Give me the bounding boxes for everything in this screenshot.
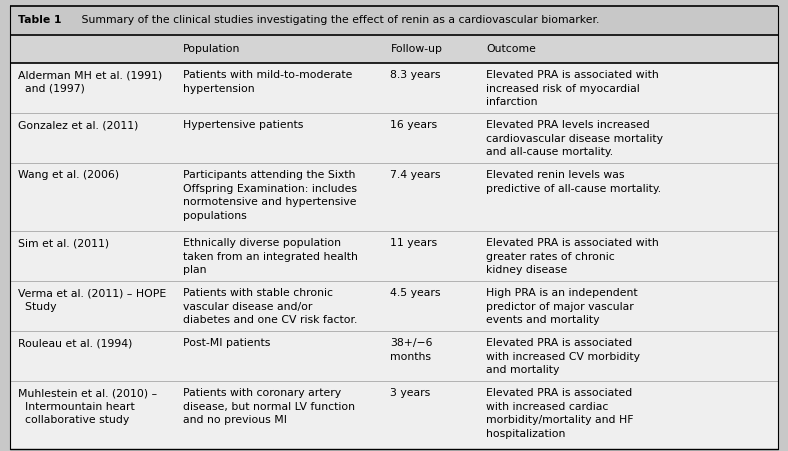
Text: Summary of the clinical studies investigating the effect of renin as a cardiovas: Summary of the clinical studies investig… [71, 15, 600, 25]
Text: Table 1: Table 1 [18, 15, 61, 25]
Bar [10, 6, 778, 34]
Text: 7.4 years: 7.4 years [391, 170, 441, 180]
Text: Post-MI patients: Post-MI patients [183, 338, 270, 348]
Text: Elevated PRA is associated
with increased CV morbidity
and mortality: Elevated PRA is associated with increase… [486, 338, 641, 375]
Text: Outcome: Outcome [486, 44, 537, 54]
Text: Hypertensive patients: Hypertensive patients [183, 120, 303, 130]
Text: Alderman MH et al. (1991)
  and (1997): Alderman MH et al. (1991) and (1997) [18, 70, 162, 94]
Bar [10, 331, 778, 381]
Bar [10, 163, 778, 231]
Text: Wang et al. (2006): Wang et al. (2006) [18, 170, 119, 180]
Text: 8.3 years: 8.3 years [391, 70, 441, 80]
Text: Verma et al. (2011) – HOPE
  Study: Verma et al. (2011) – HOPE Study [18, 288, 166, 312]
Bar [10, 231, 778, 281]
Text: Elevated renin levels was
predictive of all-cause mortality.: Elevated renin levels was predictive of … [486, 170, 662, 193]
Text: 38+/−6
months: 38+/−6 months [391, 338, 433, 362]
Bar [10, 63, 778, 113]
Text: 11 years: 11 years [391, 238, 437, 248]
Text: Elevated PRA levels increased
cardiovascular disease mortality
and all-cause mor: Elevated PRA levels increased cardiovasc… [486, 120, 663, 157]
Text: 16 years: 16 years [391, 120, 437, 130]
Text: Gonzalez et al. (2011): Gonzalez et al. (2011) [18, 120, 139, 130]
Text: 3 years: 3 years [391, 388, 431, 398]
Text: High PRA is an independent
predictor of major vascular
events and mortality: High PRA is an independent predictor of … [486, 288, 638, 325]
Bar [10, 113, 778, 163]
Bar [10, 381, 778, 449]
Text: Elevated PRA is associated with
greater rates of chronic
kidney disease: Elevated PRA is associated with greater … [486, 238, 660, 275]
Text: Patients with mild-to-moderate
hypertension: Patients with mild-to-moderate hypertens… [183, 70, 352, 94]
Text: Patients with stable chronic
vascular disease and/or
diabetes and one CV risk fa: Patients with stable chronic vascular di… [183, 288, 358, 325]
Text: Follow-up: Follow-up [391, 44, 443, 54]
Text: Sim et al. (2011): Sim et al. (2011) [18, 238, 109, 248]
Text: Ethnically diverse population
taken from an integrated health
plan: Ethnically diverse population taken from… [183, 238, 358, 275]
Text: Participants attending the Sixth
Offspring Examination: includes
normotensive an: Participants attending the Sixth Offspri… [183, 170, 357, 221]
Bar [10, 34, 778, 63]
Text: Elevated PRA is associated
with increased cardiac
morbidity/mortality and HF
hos: Elevated PRA is associated with increase… [486, 388, 634, 439]
Text: 4.5 years: 4.5 years [391, 288, 441, 298]
Bar [10, 281, 778, 331]
Text: Patients with coronary artery
disease, but normal LV function
and no previous MI: Patients with coronary artery disease, b… [183, 388, 355, 425]
Text: Rouleau et al. (1994): Rouleau et al. (1994) [18, 338, 132, 348]
Text: Muhlestein et al. (2010) –
  Intermountain heart
  collaborative study: Muhlestein et al. (2010) – Intermountain… [18, 388, 157, 425]
Text: Elevated PRA is associated with
increased risk of myocardial
infarction: Elevated PRA is associated with increase… [486, 70, 660, 107]
Text: Population: Population [183, 44, 240, 54]
